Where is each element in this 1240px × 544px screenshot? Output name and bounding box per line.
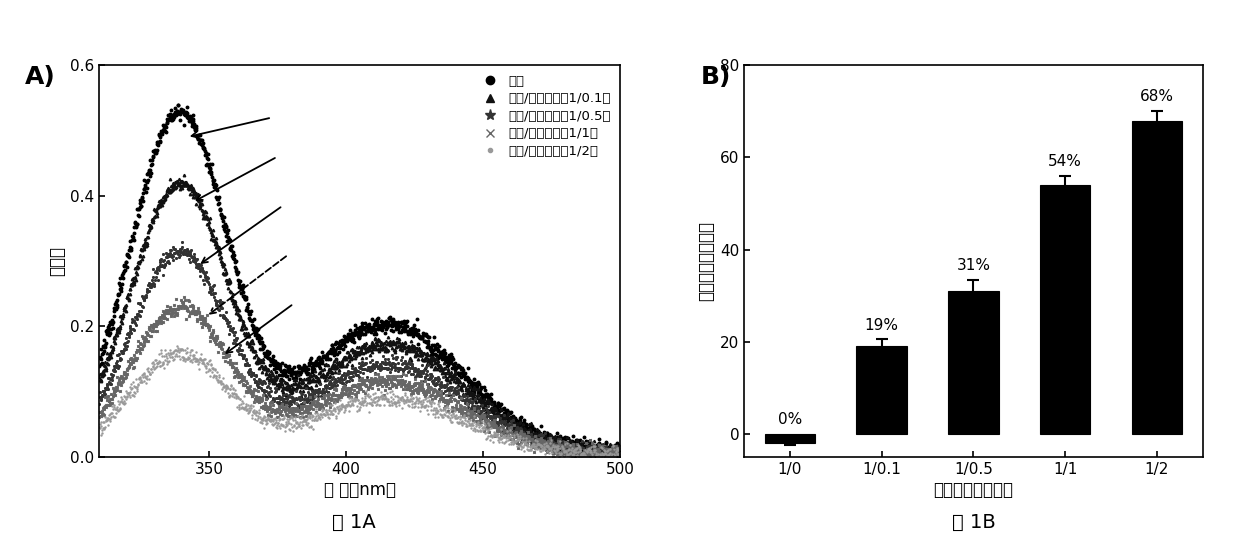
Text: 31%: 31%: [956, 258, 991, 273]
Bar: [857, 347, 906, 434]
Bar: [949, 291, 998, 434]
Bar: [1040, 185, 1090, 434]
Legend: 胶原, 胶原/接枝试剑（1/0.1）, 胶原/接枝试剑（1/0.5）, 胶原/接枝试剑（1/1）, 胶原/接枝试剑（1/2）: 胶原, 胶原/接枝试剑（1/0.1）, 胶原/接枝试剑（1/0.5）, 胶原/接…: [471, 69, 616, 163]
Bar: [765, 434, 815, 443]
Text: B): B): [701, 65, 730, 89]
Text: 图 1A: 图 1A: [331, 512, 376, 531]
Text: 图 1B: 图 1B: [951, 512, 996, 531]
Text: 0%: 0%: [777, 412, 802, 427]
Y-axis label: 吸光度: 吸光度: [48, 246, 66, 276]
Text: 68%: 68%: [1140, 89, 1174, 104]
Text: 54%: 54%: [1048, 154, 1083, 169]
Y-axis label: 胶原侧链接枝密度: 胶原侧链接枝密度: [698, 221, 715, 301]
Text: 19%: 19%: [864, 318, 899, 332]
Text: A): A): [25, 65, 56, 89]
X-axis label: 胶原和接枝试剑比: 胶原和接枝试剑比: [934, 481, 1013, 499]
X-axis label: 波 长（nm）: 波 长（nm）: [324, 481, 396, 499]
Bar: [1132, 121, 1182, 434]
